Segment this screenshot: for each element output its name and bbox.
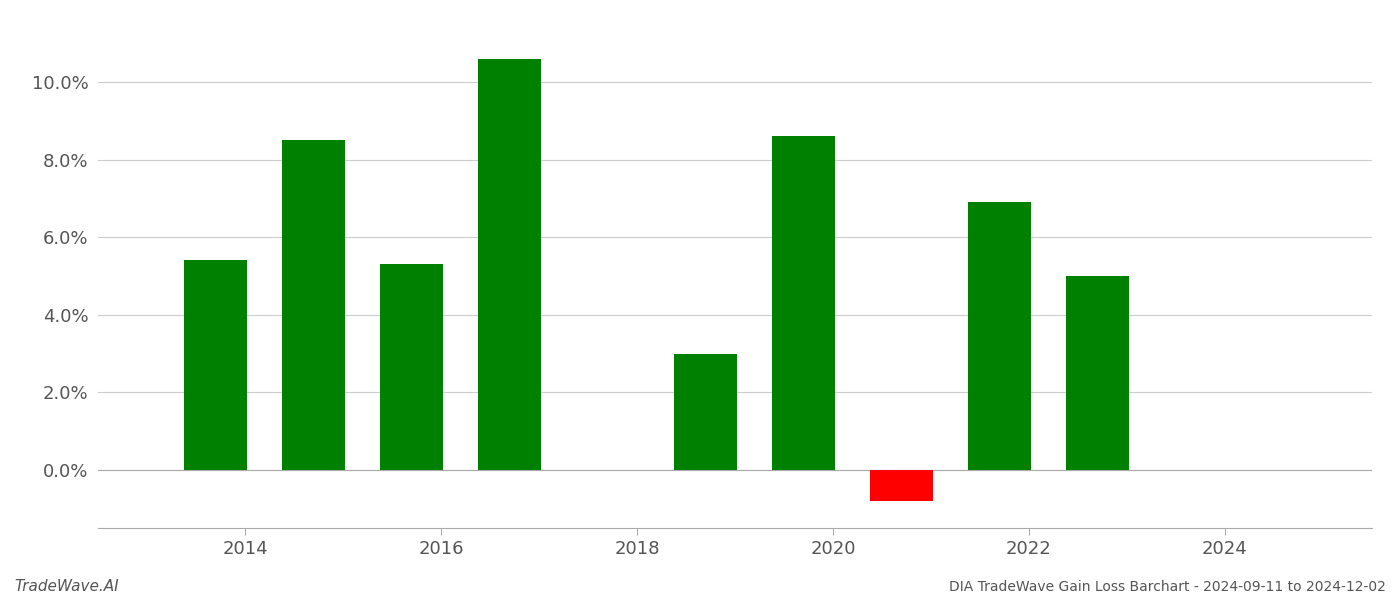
Bar [771,136,836,470]
Bar [379,265,444,470]
Text: TradeWave.AI: TradeWave.AI [14,579,119,594]
Bar [673,353,738,470]
Bar [869,470,934,501]
Bar [281,140,346,470]
Bar [183,260,248,470]
Bar [477,59,542,470]
Bar [1065,276,1130,470]
Bar [967,202,1032,470]
Text: DIA TradeWave Gain Loss Barchart - 2024-09-11 to 2024-12-02: DIA TradeWave Gain Loss Barchart - 2024-… [949,580,1386,594]
